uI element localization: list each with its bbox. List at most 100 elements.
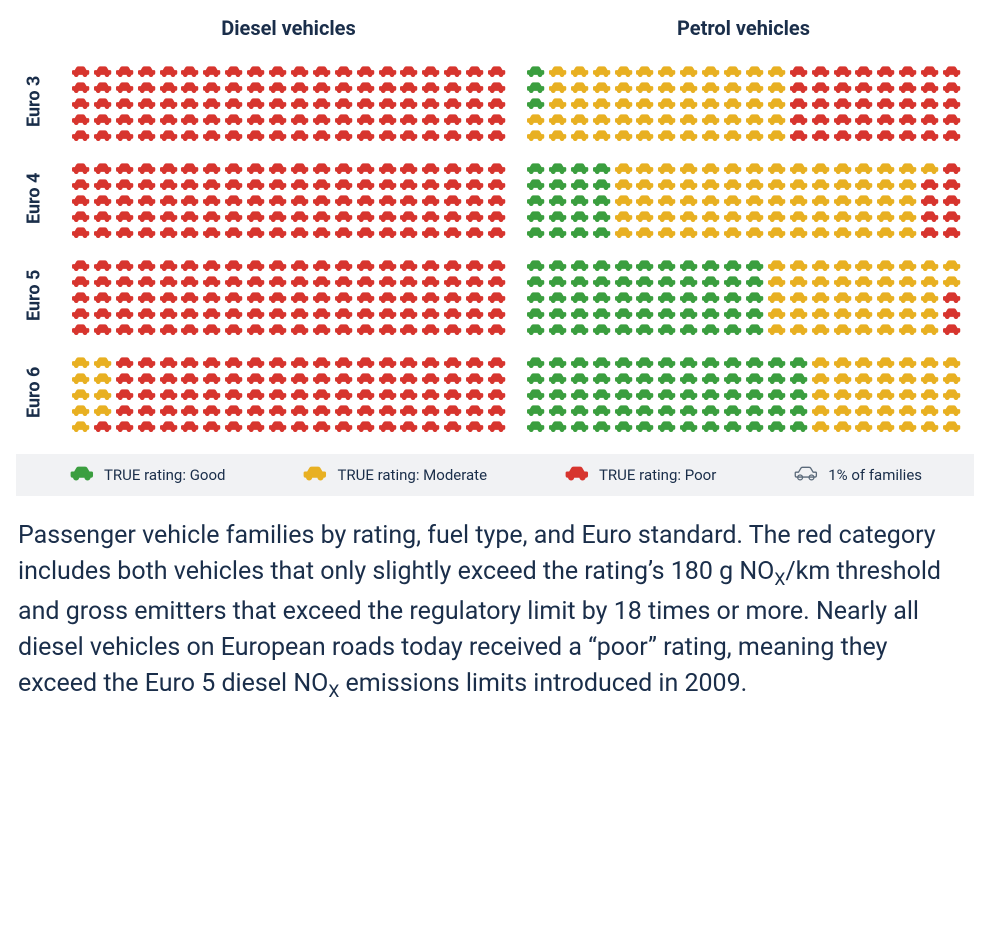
car-icon bbox=[897, 320, 917, 335]
car-icon bbox=[464, 304, 484, 319]
car-icon bbox=[223, 175, 243, 190]
car-icon bbox=[547, 175, 567, 190]
car-icon bbox=[744, 320, 764, 335]
car-icon bbox=[311, 369, 331, 384]
car-icon bbox=[114, 401, 134, 416]
legend: TRUE rating: Good TRUE rating: Moderate … bbox=[16, 454, 974, 496]
car-icon bbox=[569, 159, 589, 174]
car-icon bbox=[897, 159, 917, 174]
car-icon bbox=[158, 320, 178, 335]
car-icon bbox=[547, 401, 567, 416]
car-icon bbox=[569, 353, 589, 368]
car-icon bbox=[656, 78, 676, 93]
car-icon bbox=[245, 78, 265, 93]
car-icon bbox=[245, 369, 265, 384]
car-icon bbox=[919, 353, 939, 368]
car-icon bbox=[941, 272, 961, 287]
car-icon bbox=[442, 78, 462, 93]
car-icon bbox=[92, 62, 112, 77]
car-icon bbox=[941, 159, 961, 174]
car-icon bbox=[547, 110, 567, 125]
car-icon bbox=[832, 207, 852, 222]
car-icon bbox=[464, 126, 484, 141]
car-icon bbox=[656, 385, 676, 400]
car-icon bbox=[311, 288, 331, 303]
car-icon bbox=[919, 78, 939, 93]
car-icon bbox=[311, 175, 331, 190]
cell-euro3-diesel bbox=[70, 62, 507, 141]
car-icon bbox=[486, 223, 506, 238]
car-icon bbox=[744, 385, 764, 400]
car-icon bbox=[223, 110, 243, 125]
car-icon bbox=[547, 62, 567, 77]
car-icon bbox=[788, 62, 808, 77]
car-icon bbox=[289, 110, 309, 125]
car-icon bbox=[591, 78, 611, 93]
car-icon bbox=[136, 62, 156, 77]
car-icon bbox=[355, 385, 375, 400]
car-icon bbox=[201, 191, 221, 206]
car-icon bbox=[788, 417, 808, 432]
car-icon bbox=[201, 353, 221, 368]
car-icon bbox=[355, 369, 375, 384]
car-icon bbox=[766, 272, 786, 287]
car-icon bbox=[656, 417, 676, 432]
car-icon bbox=[201, 385, 221, 400]
car-icon bbox=[136, 320, 156, 335]
car-icon bbox=[267, 417, 287, 432]
car-icon bbox=[245, 288, 265, 303]
car-icon bbox=[223, 401, 243, 416]
car-icon bbox=[377, 78, 397, 93]
car-icon bbox=[114, 175, 134, 190]
car-icon bbox=[245, 385, 265, 400]
car-icon bbox=[525, 417, 545, 432]
car-icon bbox=[853, 207, 873, 222]
car-icon bbox=[92, 175, 112, 190]
car-icon bbox=[897, 110, 917, 125]
car-icon bbox=[722, 126, 742, 141]
car-icon bbox=[201, 401, 221, 416]
car-icon bbox=[420, 175, 440, 190]
car-icon bbox=[442, 385, 462, 400]
legend-item-unit: 1% of families bbox=[792, 464, 922, 486]
car-icon bbox=[832, 417, 852, 432]
car-icon bbox=[420, 417, 440, 432]
car-icon bbox=[158, 159, 178, 174]
car-icon bbox=[136, 417, 156, 432]
car-icon bbox=[267, 385, 287, 400]
car-icon bbox=[853, 353, 873, 368]
car-icon bbox=[678, 288, 698, 303]
car-icon bbox=[525, 401, 545, 416]
car-icon bbox=[377, 126, 397, 141]
car-icon bbox=[919, 417, 939, 432]
car-icon bbox=[201, 288, 221, 303]
car-icon bbox=[114, 110, 134, 125]
car-icon bbox=[744, 288, 764, 303]
car-icon bbox=[289, 256, 309, 271]
car-icon bbox=[245, 191, 265, 206]
car-icon bbox=[201, 369, 221, 384]
car-icon bbox=[678, 256, 698, 271]
car-icon bbox=[70, 304, 90, 319]
car-icon bbox=[547, 369, 567, 384]
car-icon bbox=[114, 385, 134, 400]
car-icon bbox=[289, 94, 309, 109]
car-icon bbox=[464, 62, 484, 77]
car-icon bbox=[92, 417, 112, 432]
car-icon bbox=[656, 62, 676, 77]
car-icon bbox=[311, 62, 331, 77]
car-icon bbox=[442, 223, 462, 238]
car-icon bbox=[897, 256, 917, 271]
car-icon bbox=[420, 159, 440, 174]
car-icon bbox=[267, 110, 287, 125]
car-icon bbox=[897, 191, 917, 206]
car-icon bbox=[486, 256, 506, 271]
car-icon bbox=[311, 304, 331, 319]
car-icon bbox=[788, 385, 808, 400]
car-icon bbox=[897, 369, 917, 384]
car-icon bbox=[853, 256, 873, 271]
car-icon bbox=[919, 175, 939, 190]
car-icon bbox=[853, 126, 873, 141]
car-icon bbox=[158, 110, 178, 125]
cell-euro5-petrol bbox=[525, 256, 962, 335]
